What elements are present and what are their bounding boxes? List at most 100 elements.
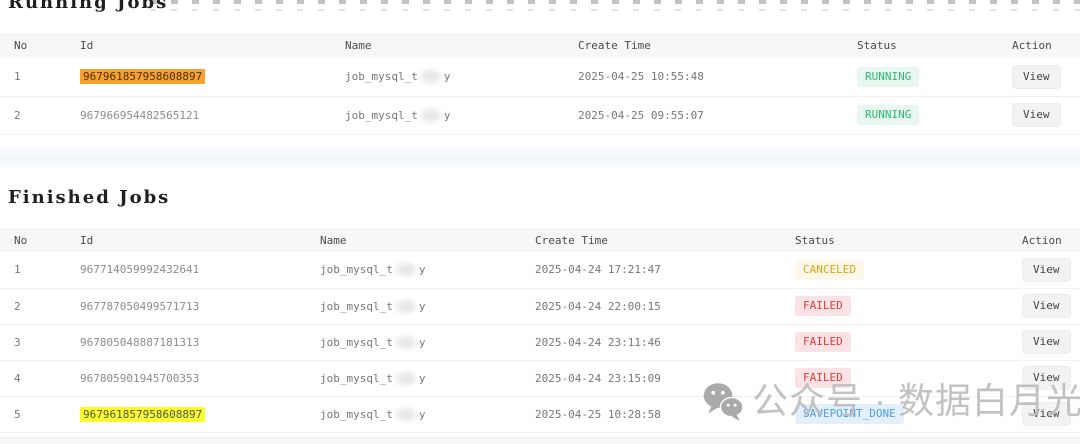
cell-action: View xyxy=(1008,396,1080,433)
column-header-create-time: Create Time xyxy=(521,228,781,252)
cell-id: 967805048887181313 xyxy=(66,324,306,361)
job-id: 967787050499571713 xyxy=(80,299,200,313)
view-button[interactable]: View xyxy=(1012,64,1061,89)
cell-id: 967961857958608897 xyxy=(66,58,331,97)
job-name-prefix: job_mysql_t xyxy=(320,263,393,277)
cell-no: 2 xyxy=(0,288,66,325)
running-jobs-title: Running Jobs xyxy=(8,0,169,13)
cell-action: View xyxy=(1008,360,1080,397)
column-header-no: No xyxy=(0,33,66,58)
column-header-name: Name xyxy=(331,33,564,58)
cell-name: job_mysql_t y xyxy=(306,396,521,433)
cell-create-time: 2025-04-24 23:11:46 xyxy=(521,324,781,361)
column-header-id: Id xyxy=(66,228,306,252)
view-button[interactable]: View xyxy=(1022,330,1071,354)
cell-id: 967805901945700353 xyxy=(66,360,306,397)
running-job-row: 1 967961857958608897 job_mysql_t y 2025-0… xyxy=(0,58,1080,97)
cell-create-time: 2025-04-24 17:21:47 xyxy=(521,252,781,289)
finished-jobs-title: Finished Jobs xyxy=(8,187,171,208)
column-header-action: Action xyxy=(1008,228,1080,252)
status-badge: FAILED xyxy=(795,332,851,352)
cell-status: FAILED xyxy=(781,360,1008,397)
status-badge: RUNNING xyxy=(857,105,920,125)
censored-blur xyxy=(395,263,416,277)
column-header-action: Action xyxy=(998,33,1080,58)
cell-status: CANCELED xyxy=(781,252,1008,289)
cropped-row-artifact xyxy=(150,0,1080,4)
column-header-no: No xyxy=(0,228,66,252)
finished-job-row: 3 967805048887181313 job_mysql_t y 2025-0… xyxy=(0,324,1080,361)
view-button[interactable]: View xyxy=(1012,103,1061,127)
column-header-status: Status xyxy=(781,228,1008,252)
cell-name: job_mysql_t y xyxy=(306,252,521,289)
bottom-edge-band xyxy=(0,437,1080,444)
cell-name: job_mysql_t y xyxy=(331,96,564,135)
cell-id: 967961857958608897 xyxy=(66,396,306,433)
section-divider-band xyxy=(0,145,1080,170)
cell-status: RUNNING xyxy=(843,96,998,135)
view-button[interactable]: View xyxy=(1022,402,1071,426)
job-name-suffix: y xyxy=(443,70,451,84)
job-name-suffix: y xyxy=(418,371,426,385)
status-badge: CANCELED xyxy=(795,259,864,280)
column-header-name: Name xyxy=(306,228,521,252)
cell-name: job_mysql_t y xyxy=(331,58,564,97)
cell-no: 4 xyxy=(0,360,66,397)
running-table-header-row: No Id Name Create Time Status Action xyxy=(0,33,1080,58)
status-badge: FAILED xyxy=(795,296,851,316)
cell-id: 967787050499571713 xyxy=(66,288,306,325)
column-header-id: Id xyxy=(66,33,331,58)
cropped-row-artifact-2 xyxy=(150,9,1080,11)
running-jobs-section: Running Jobs No Id Name Create Time Stat… xyxy=(0,0,1080,135)
cell-create-time: 2025-04-25 10:28:58 xyxy=(521,396,781,433)
cell-status: FAILED xyxy=(781,324,1008,361)
cell-id: 967966954482565121 xyxy=(66,96,331,135)
job-name-suffix: y xyxy=(418,407,426,421)
job-id: 967805901945700353 xyxy=(80,371,200,385)
censored-blur xyxy=(395,299,416,313)
job-name-prefix: job_mysql_t xyxy=(345,70,418,84)
job-name-prefix: job_mysql_t xyxy=(320,371,393,385)
cell-name: job_mysql_t y xyxy=(306,288,521,325)
job-id: 967966954482565121 xyxy=(80,108,200,122)
running-jobs-table: No Id Name Create Time Status Action 1 9… xyxy=(0,33,1080,135)
job-name-prefix: job_mysql_t xyxy=(345,108,418,122)
cell-name: job_mysql_t y xyxy=(306,324,521,361)
job-id: 967805048887181313 xyxy=(80,335,200,349)
finished-job-row: 1 967714059992432641 job_mysql_t y 2025-0… xyxy=(0,252,1080,289)
cell-no: 1 xyxy=(0,58,66,97)
job-name-prefix: job_mysql_t xyxy=(320,299,393,313)
cell-action: View xyxy=(1008,324,1080,361)
job-name-suffix: y xyxy=(418,263,426,277)
column-header-create-time: Create Time xyxy=(564,33,843,58)
cell-status: RUNNING xyxy=(843,58,998,97)
job-id-highlighted-orange: 967961857958608897 xyxy=(80,69,206,85)
cell-action: View xyxy=(998,58,1080,97)
finished-table-header-row: No Id Name Create Time Status Action xyxy=(0,228,1080,252)
cell-action: View xyxy=(998,96,1080,135)
censored-blur xyxy=(395,407,416,421)
cell-action: View xyxy=(1008,288,1080,325)
cell-action: View xyxy=(1008,252,1080,289)
job-name-prefix: job_mysql_t xyxy=(320,407,393,421)
job-id-highlighted-yellow: 967961857958608897 xyxy=(80,406,206,422)
finished-job-row: 2 967787050499571713 job_mysql_t y 2025-0… xyxy=(0,288,1080,325)
censored-blur xyxy=(420,70,441,84)
view-button[interactable]: View xyxy=(1022,257,1071,282)
finished-job-row: 5 967961857958608897 job_mysql_t y 2025-0… xyxy=(0,396,1080,433)
cell-create-time: 2025-04-25 09:55:07 xyxy=(564,96,843,135)
view-button[interactable]: View xyxy=(1022,294,1071,318)
cell-no: 2 xyxy=(0,96,66,135)
cell-name: job_mysql_t y xyxy=(306,360,521,397)
status-badge: RUNNING xyxy=(857,66,920,87)
finished-jobs-section: Finished Jobs No Id Name Create Time Sta… xyxy=(0,188,1080,433)
cell-no: 5 xyxy=(0,396,66,433)
status-badge: FAILED xyxy=(795,368,851,388)
censored-blur xyxy=(420,108,441,122)
view-button[interactable]: View xyxy=(1022,366,1071,390)
cell-status: FAILED xyxy=(781,288,1008,325)
finished-job-row: 4 967805901945700353 job_mysql_t y 2025-0… xyxy=(0,360,1080,397)
running-job-row: 2 967966954482565121 job_mysql_t y 2025-0… xyxy=(0,96,1080,135)
job-name-suffix: y xyxy=(418,299,426,313)
job-name-prefix: job_mysql_t xyxy=(320,335,393,349)
